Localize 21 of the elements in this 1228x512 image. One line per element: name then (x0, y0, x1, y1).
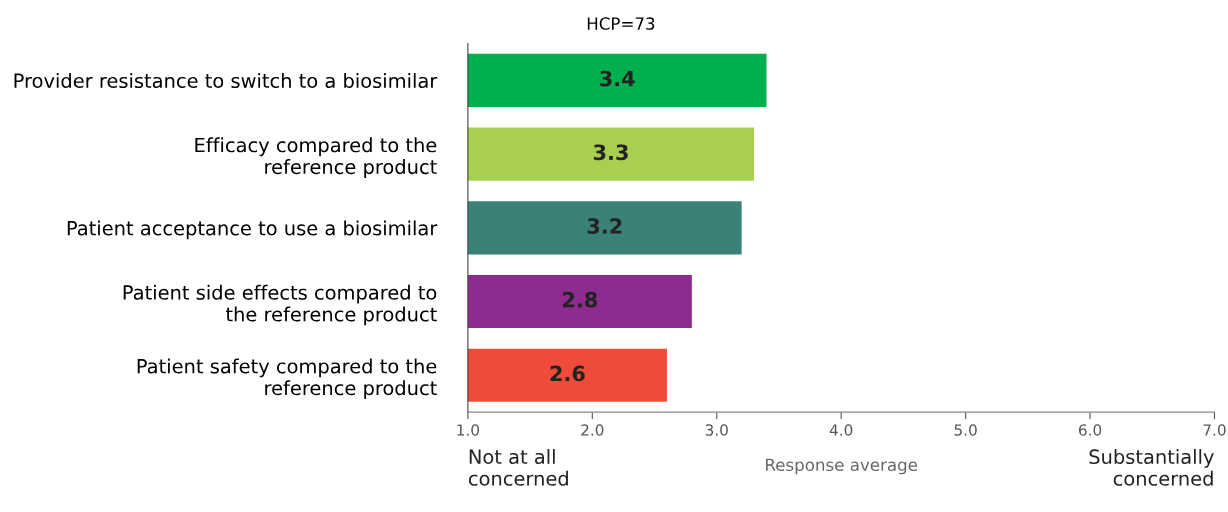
x-tick-label: 4.0 (829, 424, 853, 436)
y-tick-label: Patient safety compared to the reference product (137, 358, 437, 400)
x-tick-label: 7.0 (1203, 424, 1226, 436)
y-tick-label: Patient side effects compared to the reference product (123, 284, 437, 326)
x-axis-title: Response average (766, 458, 918, 475)
x-tick-label: 1.0 (457, 424, 479, 436)
text: Substantially concerned (1089, 449, 1214, 486)
y-tick-label: Provider resistance to switch to a biosimilar (14, 73, 438, 89)
data-label: 3.2 (587, 218, 622, 234)
text: Not at all concerned (468, 449, 568, 486)
y-tick-label: Efficacy compared to the reference product (195, 137, 437, 178)
x-tick-label: 3.0 (705, 424, 728, 436)
x-tick-label: 5.0 (954, 424, 977, 436)
chart-title: HCP=73 (587, 17, 655, 30)
data-label: 3.3 (593, 144, 628, 161)
x-tick-label: 6.0 (1078, 424, 1102, 436)
data-label: 2.8 (563, 291, 598, 308)
y-tick-label: Patient acceptance to use a biosimilar (67, 220, 438, 240)
data-label: 3.4 (600, 70, 635, 87)
x-tick-label: 2.0 (581, 424, 604, 436)
data-label: 2.6 (550, 365, 585, 382)
